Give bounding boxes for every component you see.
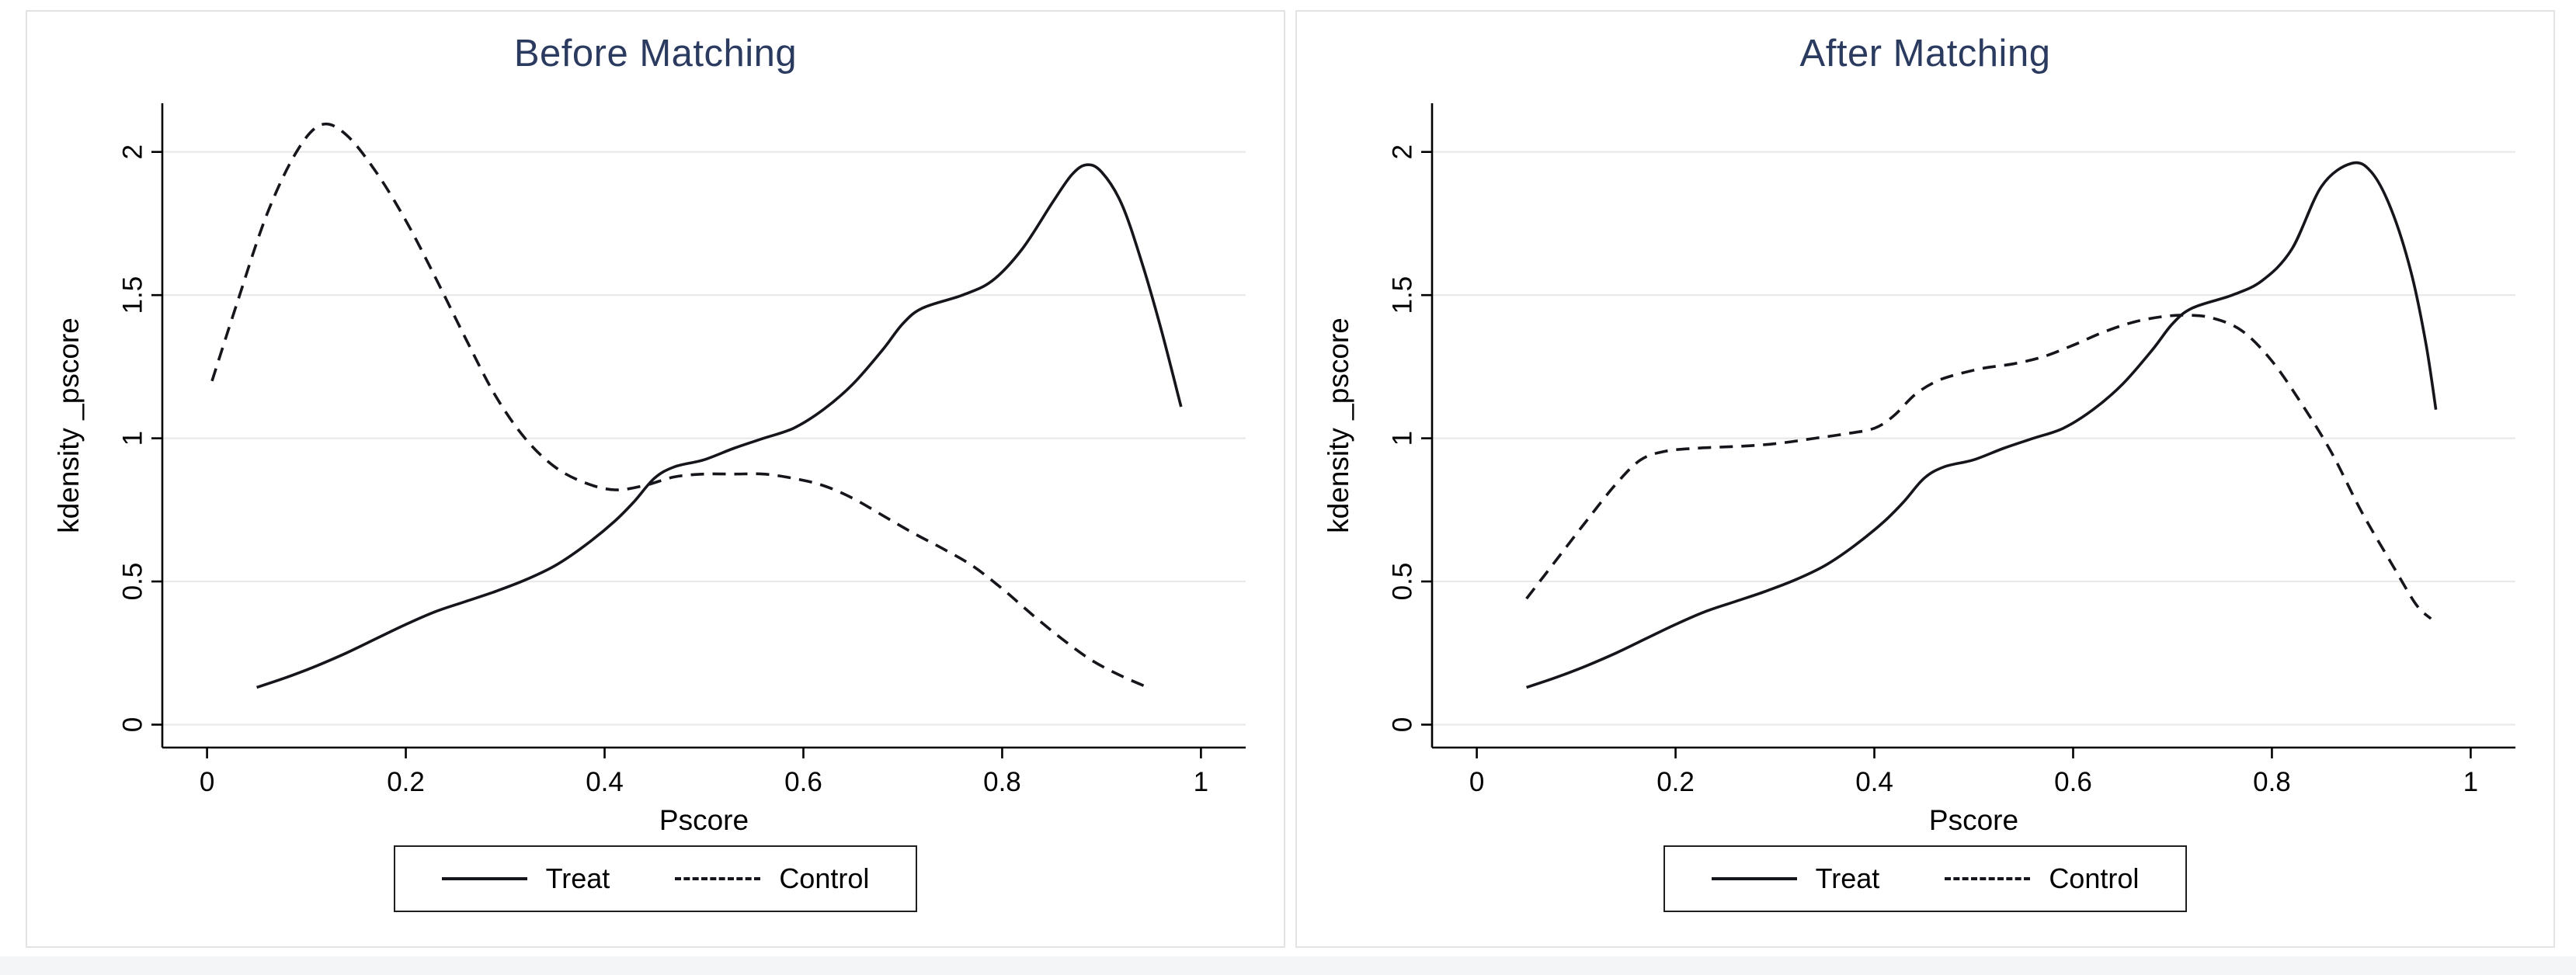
y-tick-label: 1.5 bbox=[1388, 276, 1418, 314]
y-tick-label: 1 bbox=[1388, 431, 1418, 446]
legend-item-treat: Treat bbox=[441, 862, 610, 895]
y-tick-label: 2 bbox=[118, 144, 148, 159]
x-axis-title: Pscore bbox=[659, 804, 749, 836]
control-line-swatch bbox=[1945, 877, 2031, 880]
treat-line-swatch bbox=[1711, 877, 1797, 880]
x-tick-label: 0.2 bbox=[387, 767, 425, 797]
x-tick-label: 0.8 bbox=[983, 767, 1021, 797]
x-tick-label: 1 bbox=[1194, 767, 1208, 797]
x-tick-label: 0.4 bbox=[1855, 767, 1893, 797]
legend-item-control: Control bbox=[1945, 862, 2139, 895]
legend-label-treat: Treat bbox=[1815, 862, 1880, 894]
legend-after: Treat Control bbox=[1663, 845, 2188, 912]
y-axis-title: kdensity _pscore bbox=[53, 317, 85, 533]
y-tick-label: 0.5 bbox=[1388, 563, 1418, 601]
chart-title-before: Before Matching bbox=[513, 33, 798, 75]
x-tick-label: 0.6 bbox=[2054, 767, 2092, 797]
y-tick-label: 0 bbox=[118, 717, 148, 732]
kdensity-chart-before: 0 0.5 1 1.5 2 0 0.2 0.4 0.6 0.8 1 kdensity _pscore P… bbox=[53, 103, 1246, 836]
y-tick-label: 1.5 bbox=[118, 276, 148, 314]
series-control-line bbox=[1525, 314, 2432, 620]
x-tick-label: 0 bbox=[1469, 767, 1484, 797]
x-tick-label: 0.2 bbox=[1656, 767, 1695, 797]
series-control-line bbox=[210, 122, 1152, 691]
y-tick-label: 2 bbox=[1388, 144, 1418, 159]
legend-item-treat: Treat bbox=[1711, 862, 1880, 895]
panel-after-matching: After Matching 0 0.5 1 1.5 2 0 0.2 0.4 0.6 0.8 1 kd… bbox=[1295, 10, 2555, 948]
panel-before-matching: Before Matching 0 0.5 1 1.5 2 0 0.2 0.4 0.6 0.8 1 k… bbox=[26, 10, 1285, 948]
series-treat-line bbox=[256, 163, 1183, 689]
y-tick-label: 0.5 bbox=[118, 563, 148, 601]
legend-item-control: Control bbox=[675, 862, 869, 895]
x-tick-label: 0.4 bbox=[586, 767, 624, 797]
treat-line-swatch bbox=[441, 877, 527, 880]
control-line-swatch bbox=[675, 877, 761, 880]
x-tick-label: 0.6 bbox=[784, 767, 822, 797]
legend-label-treat: Treat bbox=[545, 862, 610, 894]
y-tick-label: 1 bbox=[118, 431, 148, 446]
x-tick-label: 0 bbox=[200, 767, 214, 797]
legend-before: Treat Control bbox=[393, 845, 918, 912]
x-tick-label: 0.8 bbox=[2253, 767, 2291, 797]
kdensity-chart-after: 0 0.5 1 1.5 2 0 0.2 0.4 0.6 0.8 1 kdensity _pscore P… bbox=[1323, 103, 2515, 836]
x-tick-label: 1 bbox=[2463, 767, 2478, 797]
legend-label-control: Control bbox=[779, 862, 870, 894]
y-axis-title: kdensity _pscore bbox=[1323, 317, 1354, 533]
x-axis-title: Pscore bbox=[1929, 804, 2018, 836]
legend-label-control: Control bbox=[2049, 862, 2140, 894]
chart-title-after: After Matching bbox=[1799, 33, 2051, 75]
bottom-margin-strip bbox=[0, 956, 2576, 975]
series-treat-line bbox=[1526, 161, 2438, 689]
y-tick-label: 0 bbox=[1388, 717, 1418, 732]
